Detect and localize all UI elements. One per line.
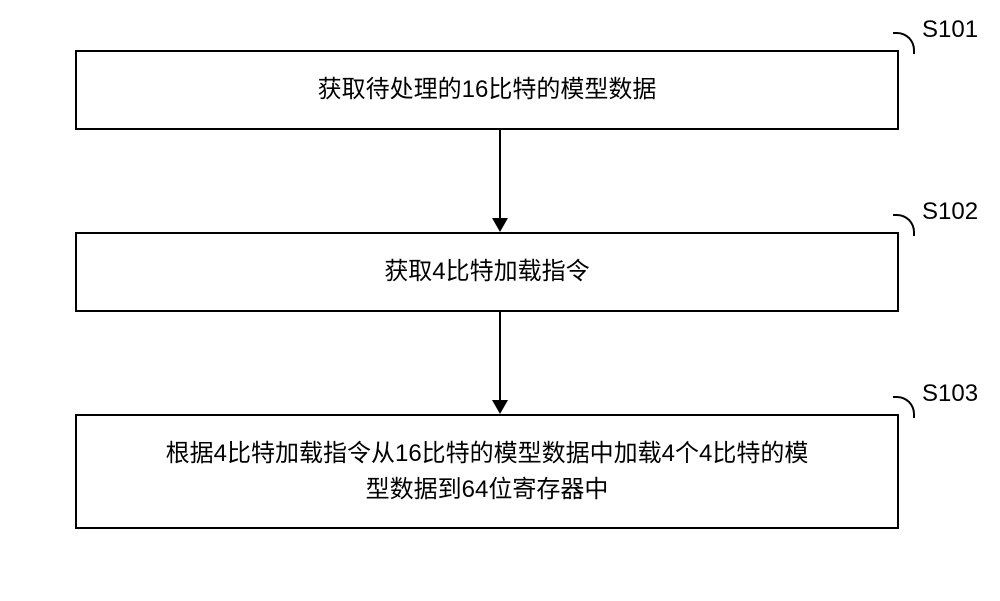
step-text-s103-line2: 型数据到64位寄存器中 [366,476,609,503]
step-text-s103: 根据4比特加载指令从16比特的模型数据中加载4个4比特的模 型数据到64位寄存器… [166,436,809,508]
arrow-head-2 [492,400,508,414]
step-text-s101: 获取待处理的16比特的模型数据 [318,72,657,108]
step-label-s103: S103 [922,380,978,408]
step-text-s103-line1: 根据4比特加载指令从16比特的模型数据中加载4个4比特的模 [166,440,809,467]
arrow-head-1 [492,218,508,232]
flowchart-container: S101 获取待处理的16比特的模型数据 S102 获取4比特加载指令 S103… [0,0,1000,601]
step-text-s102: 获取4比特加载指令 [384,254,589,290]
step-box-s102: 获取4比特加载指令 [75,232,899,312]
arrow-line-1 [499,130,501,220]
step-box-s101: 获取待处理的16比特的模型数据 [75,50,899,130]
step-label-s102: S102 [922,198,978,226]
step-label-s101: S101 [922,16,978,44]
step-box-s103: 根据4比特加载指令从16比特的模型数据中加载4个4比特的模 型数据到64位寄存器… [75,414,899,529]
arrow-line-2 [499,312,501,402]
